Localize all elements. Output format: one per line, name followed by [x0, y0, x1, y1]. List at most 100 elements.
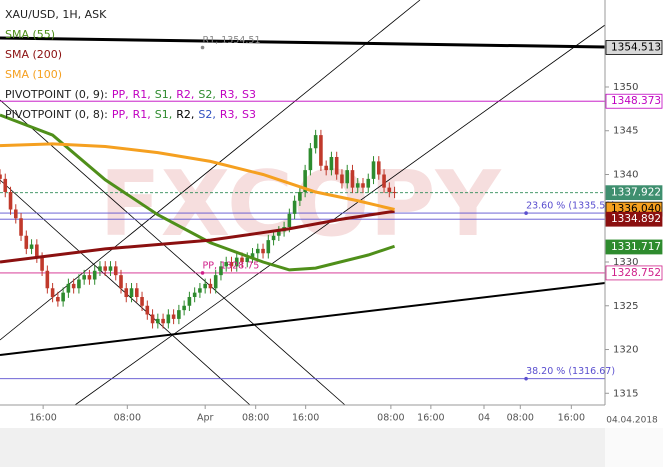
legend-item: R2,: [176, 108, 194, 121]
candle-body: [8, 191, 13, 210]
sma-line: [0, 209, 395, 264]
candle-body: [219, 266, 223, 276]
candle-body: [303, 170, 307, 192]
channel-line: [0, 99, 346, 406]
plot-area: [0, 0, 606, 406]
x-tick-label: 16:00: [292, 413, 319, 424]
annotation-point: [524, 211, 528, 215]
candle-body: [35, 244, 39, 258]
candle-body: [376, 161, 381, 175]
candle-body: [203, 283, 207, 289]
price-tag-label: 1337.922: [611, 187, 661, 199]
candle-body: [366, 178, 371, 188]
candle-body: [13, 209, 18, 219]
candle-body: [361, 183, 365, 188]
legend-item: R1,: [133, 108, 151, 121]
price-tag-label: 1328.752: [611, 267, 661, 279]
candle-body: [156, 318, 160, 324]
candle-body: [313, 135, 318, 149]
legend-item: S1,: [155, 88, 172, 101]
candle-body: [98, 266, 102, 271]
legend: XAU/USD, 1H, ASK SMA (55) SMA (200) SMA (1…: [5, 8, 256, 121]
legend-item: S2,: [198, 88, 215, 101]
candle-body: [308, 148, 313, 171]
candle-body: [108, 266, 113, 271]
candle-body: [198, 288, 202, 293]
annotation-point: [200, 45, 205, 50]
candle-body: [71, 283, 76, 289]
candle-body: [229, 262, 234, 267]
price-tag: [605, 211, 663, 227]
candle-body: [387, 187, 392, 192]
candle-body: [171, 314, 176, 319]
candle-body: [340, 174, 344, 184]
candle-body: [271, 235, 276, 241]
candle-body: [266, 240, 271, 254]
price-tag: [605, 185, 663, 201]
candle-body: [350, 170, 355, 188]
candle-body: [324, 165, 328, 171]
volume-panel: [0, 428, 605, 467]
candle-body: [145, 305, 150, 315]
candle-body: [177, 310, 181, 319]
candle-body: [255, 248, 260, 254]
price-tag: [605, 239, 663, 255]
candle-body: [329, 156, 334, 171]
candle-body: [208, 283, 213, 289]
candle-body: [287, 213, 292, 228]
legend-item: S3: [242, 88, 256, 101]
candle-body: [82, 275, 86, 280]
legend-item: R3,: [220, 88, 238, 101]
sma-line: [0, 113, 396, 272]
candle-body: [371, 161, 376, 179]
legend-item: PP,: [112, 108, 129, 121]
channel-line: [0, 0, 421, 341]
annotation: PP, 1328.75: [203, 260, 260, 271]
sma-line: [0, 142, 395, 211]
legend-item: S2,: [198, 108, 215, 121]
candle-body: [166, 314, 171, 324]
x-tick-label: 08:00: [114, 413, 141, 424]
legend-entry: PIVOTPOINT (0, 9):: [5, 88, 108, 101]
candle-body: [392, 191, 397, 193]
candle-body: [213, 275, 218, 289]
candle-body: [140, 297, 144, 306]
candle-body: [182, 305, 186, 311]
price-tag-label: 1354.513: [611, 41, 661, 53]
date-label: 04.04.2018: [606, 416, 658, 426]
candle-body: [334, 156, 339, 175]
candle-body: [345, 170, 350, 184]
trendline: [0, 36, 606, 49]
price-tag-label: 1331.717: [611, 241, 661, 253]
candle-body: [298, 191, 302, 201]
candle-body: [292, 200, 297, 214]
y-tick-label: 1325: [613, 301, 638, 312]
legend-item: R2,: [176, 88, 194, 101]
y-tick-label: 1330: [613, 257, 638, 268]
price-tag-label: 1348.373: [611, 95, 661, 107]
candle-body: [40, 257, 44, 271]
candle-body: [355, 183, 360, 188]
candle-body: [0, 174, 2, 179]
trendline: [0, 282, 606, 356]
volume-axis: [605, 428, 663, 467]
candle-body: [382, 174, 386, 188]
y-tick-label: 1320: [613, 345, 638, 356]
legend-entry: SMA (55): [5, 28, 55, 41]
x-tick-label: Apr: [197, 413, 214, 424]
candle-body: [124, 288, 129, 298]
price-tag: [605, 265, 663, 281]
annotation-point: [200, 271, 205, 275]
y-tick-label: 1340: [613, 169, 638, 180]
candle-body: [150, 314, 155, 324]
candle-body: [113, 266, 118, 276]
y-tick-label: 1345: [613, 126, 638, 137]
legend-entry: SMA (100): [5, 68, 62, 81]
candle-body: [192, 292, 197, 298]
price-tag: [605, 93, 663, 109]
legend-title: XAU/USD, 1H, ASK: [5, 8, 107, 21]
candle-body: [277, 231, 281, 236]
x-tick-label: 16:00: [417, 413, 444, 424]
